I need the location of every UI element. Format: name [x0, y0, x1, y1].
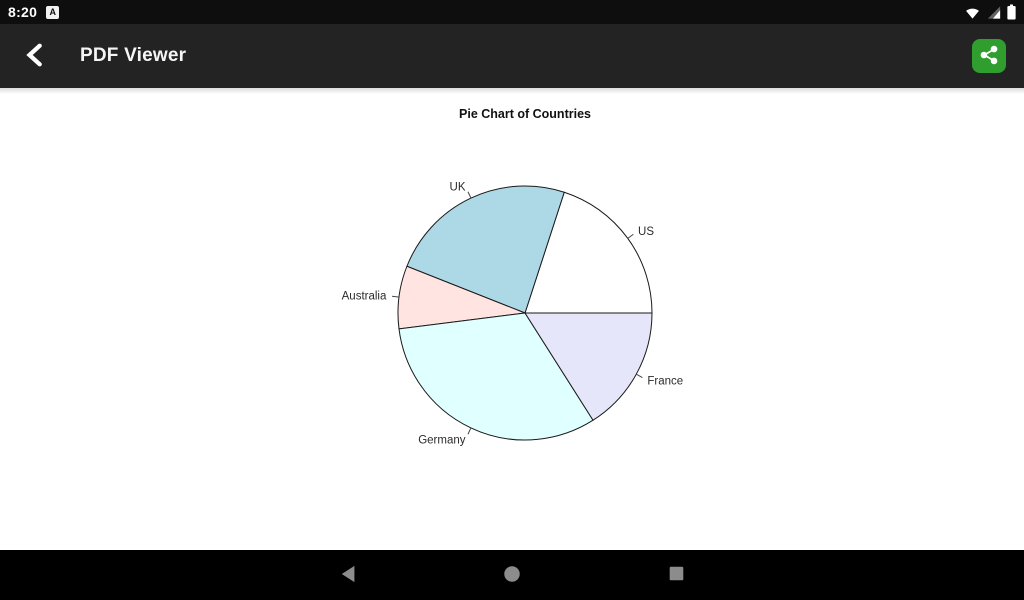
status-bar-right [964, 4, 1016, 20]
label-tick-australia [392, 295, 400, 298]
pdf-page[interactable]: Pie Chart of Countries US UK Australia Germ… [0, 88, 1024, 550]
app-bar: PDF Viewer [0, 24, 1024, 88]
pie-slice-us [524, 191, 653, 314]
share-icon [978, 44, 1000, 69]
battery-icon [1007, 4, 1016, 20]
nav-recents-square-icon [668, 565, 685, 585]
slice-label-us: US [638, 226, 654, 238]
navigation-bar [0, 550, 1024, 600]
label-tick-germany [467, 427, 472, 435]
label-tick-france [636, 373, 643, 378]
clock: 8:20 [8, 4, 38, 20]
nav-home-circle-icon [503, 565, 521, 586]
share-button[interactable] [972, 39, 1006, 73]
status-bar-left: 8:20 A [8, 4, 60, 20]
wifi-icon [964, 5, 981, 20]
nav-back-triangle-icon [340, 565, 358, 586]
nav-home-button[interactable] [480, 550, 544, 600]
slice-label-uk: UK [450, 182, 466, 194]
label-tick-us [627, 233, 634, 239]
chart-title: Pie Chart of Countries [459, 107, 591, 121]
back-button[interactable] [12, 32, 60, 80]
chevron-left-icon [23, 42, 49, 71]
notification-icon: A [46, 5, 60, 19]
pie-chart: US UK Australia Germany France [342, 182, 684, 447]
slice-label-france: France [647, 375, 683, 387]
label-tick-uk [467, 191, 472, 199]
slice-label-germany: Germany [418, 434, 466, 446]
page-title: PDF Viewer [80, 45, 187, 66]
nav-recents-button[interactable] [644, 550, 708, 600]
nav-back-button[interactable] [317, 550, 381, 600]
pie-slice-uk [406, 185, 565, 314]
cellular-signal-icon [986, 5, 1002, 20]
slice-label-australia: Australia [342, 290, 387, 302]
status-bar: 8:20 A [0, 0, 1024, 24]
